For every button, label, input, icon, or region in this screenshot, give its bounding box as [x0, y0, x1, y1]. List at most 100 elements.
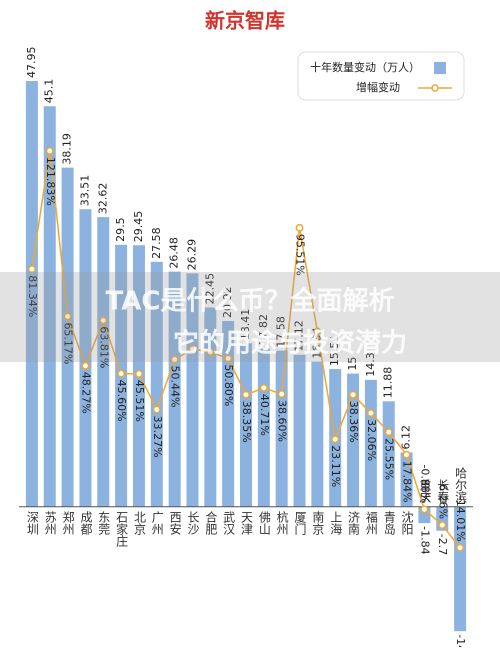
line-point — [63, 312, 72, 321]
line-label: 81.34% — [26, 275, 39, 317]
category-label: 深圳 — [25, 510, 39, 534]
line-point — [331, 435, 340, 444]
line-point — [402, 450, 411, 459]
bar-label: 33.51 — [78, 175, 91, 207]
line-point — [259, 383, 268, 392]
line-label: 33.27% — [151, 416, 164, 458]
line-label: 65.17% — [62, 322, 75, 364]
bar — [275, 350, 288, 507]
line-label: 23.11% — [329, 445, 342, 487]
line-label: -6.26% — [436, 480, 449, 519]
category-label: 沈阳 — [400, 509, 414, 534]
line-label: 40.71% — [258, 394, 271, 436]
line-point — [152, 405, 161, 414]
bar — [25, 80, 38, 507]
bar — [43, 106, 56, 507]
bar — [454, 506, 467, 632]
bar — [311, 361, 324, 507]
line-point — [224, 354, 233, 363]
line-point — [170, 355, 179, 364]
watermark-band — [0, 272, 500, 362]
category-label: 西安 — [168, 511, 182, 535]
legend-label: 十年数量变动（万人） — [310, 60, 420, 74]
bar-label: 6.12 — [400, 425, 413, 450]
category-label: 杭州 — [275, 509, 289, 534]
bar-label: 26.48 — [168, 237, 181, 269]
line-point — [242, 390, 250, 399]
category-label: 郑州 — [61, 509, 75, 534]
bar-label: 45.1 — [43, 79, 56, 104]
category-label: 长沙 — [186, 510, 200, 534]
bar-label: 29.45 — [132, 211, 145, 243]
line-point — [384, 428, 393, 437]
line-label: 121.83% — [44, 157, 57, 206]
bar — [186, 273, 199, 507]
bar-label: 29.5 — [114, 217, 127, 241]
bar — [222, 321, 235, 507]
bar — [61, 167, 74, 507]
line-point — [27, 265, 36, 274]
line-label: 45.60% — [115, 380, 128, 422]
category-label: 济南 — [347, 509, 361, 534]
bar-label: 14.3 — [364, 352, 377, 377]
line-label: 32.06% — [365, 419, 378, 461]
bar-label: 26.29 — [185, 239, 198, 271]
category-label: 重庆 — [418, 478, 432, 502]
line-point — [456, 543, 465, 552]
bar-label: 17.12 — [293, 320, 306, 352]
bar — [168, 271, 181, 507]
line-label: -0.88% — [418, 464, 431, 503]
legend-marker — [431, 84, 439, 92]
category-label: 北京 — [132, 510, 146, 535]
bar-label: 17.58 — [275, 316, 288, 348]
line-point — [45, 146, 54, 155]
bar-label: 32.62 — [96, 183, 109, 215]
line-label: 25.55% — [383, 438, 396, 480]
bar — [204, 307, 217, 507]
bar-label: 47.95 — [25, 46, 38, 78]
legend-label: 增幅变动 — [356, 80, 400, 94]
category-label: 福州 — [364, 509, 378, 534]
line-point — [81, 361, 90, 370]
bar-label: 15 — [346, 357, 359, 371]
line-label: 45.51% — [133, 380, 146, 422]
line-label: 50.44% — [169, 365, 182, 407]
line-point — [206, 348, 215, 356]
line-label: 50.80% — [222, 364, 235, 406]
line-label: 38.35% — [240, 401, 253, 443]
category-label: 上海 — [329, 510, 343, 534]
line-point — [295, 223, 304, 232]
category-label: 厦门 — [293, 510, 307, 534]
category-label: 青岛 — [382, 510, 396, 535]
line-point — [188, 345, 197, 354]
category-label: 苏州 — [43, 510, 57, 534]
category-label: 广州 — [150, 510, 164, 534]
line-label: 95.51% — [294, 234, 307, 276]
line-point — [420, 505, 429, 514]
line-label: 38.36% — [347, 401, 360, 443]
line-label: -14.01% — [454, 496, 467, 542]
bar-label: 18.41 — [239, 309, 252, 341]
line-label: 17.84% — [401, 461, 414, 503]
bar-label: 17.82 — [257, 314, 270, 346]
line-point — [366, 409, 375, 418]
category-label: 天津 — [240, 511, 254, 535]
bar-label: 11.88 — [382, 367, 395, 399]
bar-label: 27.58 — [150, 227, 163, 259]
category-label: 石家庄 — [115, 511, 129, 548]
bar-label: 22.45 — [203, 273, 216, 305]
logo-box — [190, 8, 300, 36]
line-point — [438, 521, 447, 530]
category-label: 长春 — [436, 478, 450, 503]
category-label: 东莞 — [97, 510, 111, 535]
line-point — [135, 369, 143, 378]
bar — [240, 343, 252, 507]
line-point — [117, 369, 126, 378]
bar-label: -2.7 — [436, 534, 449, 555]
line-label: 63.81% — [97, 326, 110, 368]
bar-label: -1.84 — [418, 526, 431, 554]
category-label: 武汉 — [222, 510, 236, 534]
legend: 十年数量变动（万人） 增幅变动 — [297, 51, 465, 101]
